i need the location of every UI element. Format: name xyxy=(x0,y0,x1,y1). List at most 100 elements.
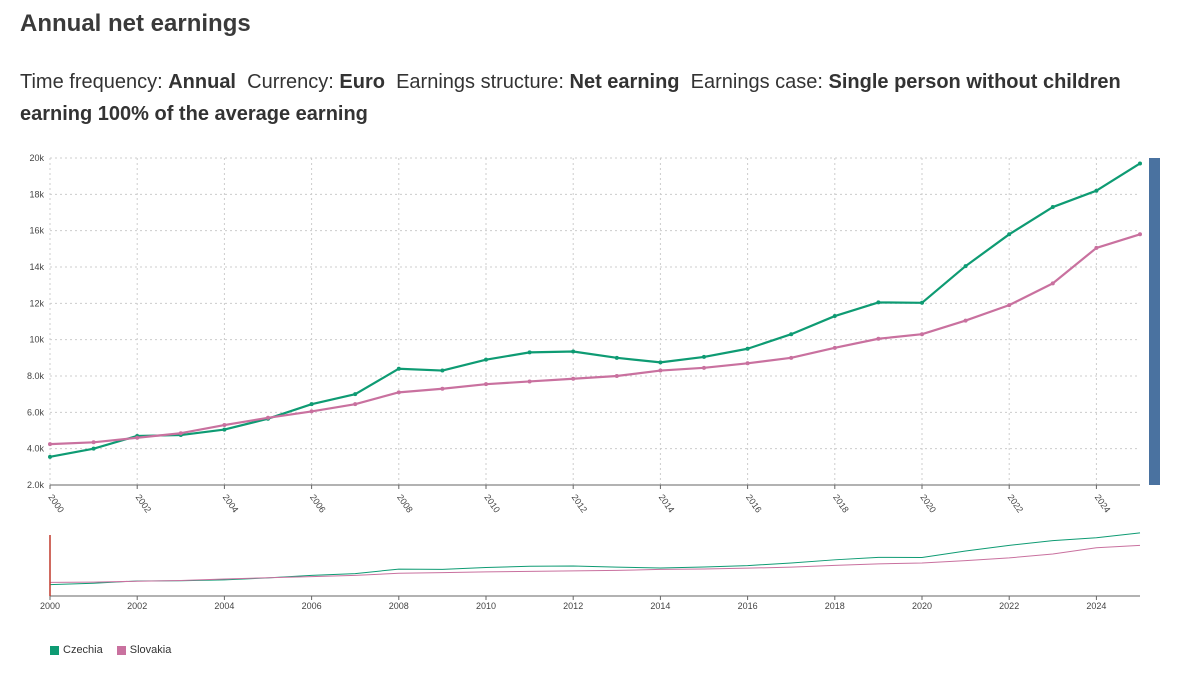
x-tick-label: 2022 xyxy=(1006,492,1026,514)
data-point-slovakia xyxy=(876,336,881,341)
data-point-czechia xyxy=(614,355,619,360)
x-tick-label: 2002 xyxy=(134,492,154,514)
navigator-tick-label: 2016 xyxy=(738,601,758,611)
filter-earnings-structure-value: Net earning xyxy=(569,71,680,93)
data-point-slovakia xyxy=(614,374,619,378)
data-point-slovakia xyxy=(745,361,750,366)
navigator-line-slovakia xyxy=(49,544,1141,583)
navigator-tick-label: 2012 xyxy=(563,601,583,611)
data-point-slovakia xyxy=(135,435,140,440)
x-tick-label: 2004 xyxy=(221,492,241,514)
data-point-czechia xyxy=(702,354,706,359)
data-point-czechia xyxy=(963,264,968,269)
chart-filter-summary: Time frequency: Annual Currency: Euro Ea… xyxy=(20,66,1180,130)
legend-swatch-slovakia xyxy=(116,645,126,655)
x-tick-label: 2020 xyxy=(918,492,938,514)
grid-lines xyxy=(49,157,1140,486)
data-point-slovakia xyxy=(963,318,968,323)
y-tick-label: 14k xyxy=(29,262,44,272)
x-tick-label: 2000 xyxy=(46,492,66,514)
data-point-slovakia xyxy=(1138,232,1142,237)
y-tick-label: 2.0k xyxy=(27,480,45,490)
navigator-line-czechia xyxy=(49,532,1141,586)
legend-swatch-czechia xyxy=(50,645,59,655)
y-tick-label: 18k xyxy=(29,189,44,199)
x-tick-label: 2012 xyxy=(570,492,590,514)
y-tick-label: 20k xyxy=(29,153,44,163)
navigator-tick-label: 2022 xyxy=(999,601,1019,611)
data-point-czechia xyxy=(527,350,532,355)
chart-legend: Czechia Slovakia xyxy=(50,644,171,656)
series-line-czechia xyxy=(49,162,1141,458)
x-tick-label: 2016 xyxy=(744,492,764,514)
data-point-czechia xyxy=(396,366,401,371)
data-point-slovakia xyxy=(920,332,924,337)
filter-currency-value: Euro xyxy=(339,71,385,93)
data-point-slovakia xyxy=(832,345,837,350)
data-point-czechia xyxy=(48,454,52,459)
data-point-czechia xyxy=(353,392,358,397)
chart-title: Annual net earnings xyxy=(20,10,251,37)
legend-item-slovakia[interactable]: Slovakia xyxy=(116,644,171,656)
data-point-slovakia xyxy=(396,390,401,395)
navigator-tick-label: 2020 xyxy=(912,601,932,611)
data-point-czechia xyxy=(571,349,576,354)
filter-currency-label: Currency: xyxy=(247,71,334,93)
navigator-tick-label: 2008 xyxy=(389,601,409,611)
data-point-slovakia xyxy=(527,379,532,384)
data-point-czechia xyxy=(832,314,837,319)
data-point-slovakia xyxy=(1094,245,1099,250)
y-tick-label: 6.0k xyxy=(27,407,45,417)
filter-earnings-case-label: Earnings case: xyxy=(690,71,823,93)
x-tick-label: 2018 xyxy=(831,492,851,514)
data-point-slovakia xyxy=(309,409,314,414)
legend-label-czechia: Czechia xyxy=(63,644,103,656)
navigator-tick-label: 2018 xyxy=(825,601,845,611)
navigator-tick-label: 2010 xyxy=(476,601,496,611)
data-point-czechia xyxy=(1007,232,1012,237)
data-point-slovakia xyxy=(91,440,96,445)
data-point-czechia xyxy=(876,300,881,305)
data-point-czechia xyxy=(1138,161,1142,166)
data-point-slovakia xyxy=(1007,303,1012,308)
filter-earnings-structure-label: Earnings structure: xyxy=(396,71,564,93)
data-point-czechia xyxy=(1050,205,1055,210)
y-tick-label: 12k xyxy=(29,298,44,308)
navigator-tick-label: 2000 xyxy=(40,601,60,611)
data-point-czechia xyxy=(440,368,445,373)
data-point-slovakia xyxy=(702,365,706,370)
data-point-slovakia xyxy=(222,423,227,428)
data-point-czechia xyxy=(91,446,96,451)
vertical-scrollbar[interactable] xyxy=(1149,158,1160,485)
y-tick-label: 10k xyxy=(29,335,44,345)
data-point-slovakia xyxy=(789,355,794,360)
navigator-chart[interactable]: 2000 2002 2004 2006 2008 2010 2012 2014 2016 2018… xyxy=(0,530,1199,615)
x-tick-label: 2010 xyxy=(482,492,502,514)
data-point-czechia xyxy=(1094,188,1099,193)
x-tick-label: 2014 xyxy=(657,492,677,514)
data-point-slovakia xyxy=(178,431,183,436)
data-point-czechia xyxy=(745,346,750,351)
data-point-slovakia xyxy=(658,368,663,373)
legend-item-czechia[interactable]: Czechia xyxy=(50,644,103,656)
series-line-slovakia xyxy=(49,233,1141,446)
main-line-chart: 2.0k 4.0k 6.0k 8.0k 10k 12k 14k 16k 18k 20k 2000 20… xyxy=(27,153,1160,515)
data-point-slovakia xyxy=(440,386,445,391)
filter-earnings-case-value: Single person without children earning 1… xyxy=(20,71,1121,125)
data-point-czechia xyxy=(789,332,794,337)
data-point-slovakia xyxy=(353,402,358,407)
data-point-slovakia xyxy=(484,382,488,387)
x-tick-label: 2024 xyxy=(1093,492,1113,514)
navigator-tick-label: 2014 xyxy=(650,601,670,611)
filter-time-frequency-value: Annual xyxy=(168,71,236,93)
navigator-tick-label: 2024 xyxy=(1086,601,1106,611)
data-point-slovakia xyxy=(1050,281,1055,286)
y-tick-label: 4.0k xyxy=(27,444,45,454)
data-point-slovakia xyxy=(571,376,576,381)
x-tick-label: 2008 xyxy=(395,492,415,514)
data-point-czechia xyxy=(222,427,227,432)
data-point-czechia xyxy=(484,357,488,362)
navigator-tick-label: 2004 xyxy=(214,601,234,611)
data-point-czechia xyxy=(920,300,924,305)
data-point-slovakia xyxy=(48,442,52,447)
